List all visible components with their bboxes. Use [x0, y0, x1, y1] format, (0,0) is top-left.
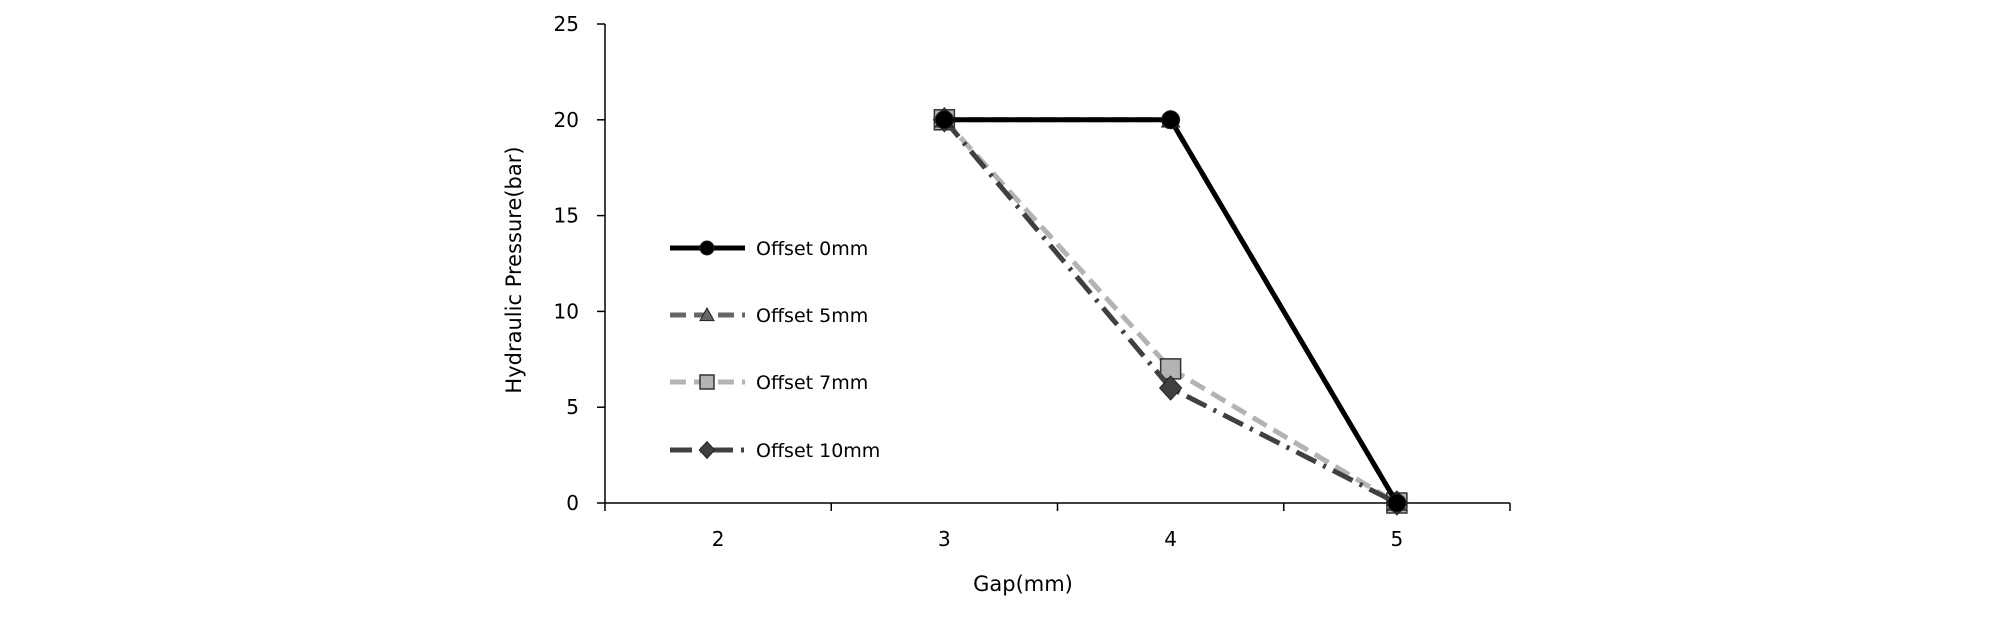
legend-item: Offset 0mm — [670, 238, 868, 260]
data-point-marker — [1387, 493, 1407, 513]
tick-labels: 0 5 10 15 20 25 2 3 4 5 — [554, 12, 1404, 551]
data-point-marker — [1158, 375, 1183, 401]
y-tick-label: 5 — [566, 395, 579, 419]
chart-axes — [597, 23, 1511, 511]
data-point-marker — [699, 240, 715, 256]
series-line — [944, 117, 1400, 505]
legend-item: Offset 7mm — [670, 372, 868, 394]
legend-label: Offset 7mm — [756, 372, 868, 394]
legend-label: Offset 10mm — [756, 440, 880, 462]
data-point-marker — [699, 374, 715, 390]
series-offset-10mm — [932, 107, 1409, 516]
y-tick-label: 10 — [554, 299, 579, 323]
y-axis-title: Hydraulic Pressure(bar) — [502, 146, 526, 393]
legend-label: Offset 0mm — [756, 238, 868, 260]
series-line — [942, 118, 1399, 506]
series-offset-5mm — [934, 109, 1407, 511]
y-tick-label: 0 — [566, 491, 579, 515]
y-tick-label: 20 — [554, 108, 579, 132]
x-axis-title: Gap(mm) — [973, 572, 1073, 596]
series-overlay-line — [944, 118, 1398, 504]
data-point-marker — [698, 440, 716, 460]
legend-item: Offset 5mm — [670, 305, 868, 327]
legend: Offset 0mm Offset 5mm Offset 7mm Offset 10m… — [670, 238, 880, 462]
x-tick-label: 4 — [1164, 527, 1177, 551]
x-tick-label: 5 — [1391, 527, 1404, 551]
y-tick-label: 15 — [554, 204, 579, 228]
series-line — [944, 117, 1400, 505]
series-offset-7mm — [933, 109, 1408, 514]
series-line — [942, 118, 1399, 506]
series-offset-0mm — [934, 110, 1407, 513]
x-tick-label: 2 — [712, 527, 725, 551]
x-tick-label: 3 — [938, 527, 951, 551]
series-group — [932, 107, 1409, 516]
y-tick-label: 25 — [554, 12, 579, 36]
legend-label: Offset 5mm — [756, 305, 868, 327]
legend-item: Offset 10mm — [670, 440, 880, 462]
data-point-marker — [699, 306, 715, 322]
